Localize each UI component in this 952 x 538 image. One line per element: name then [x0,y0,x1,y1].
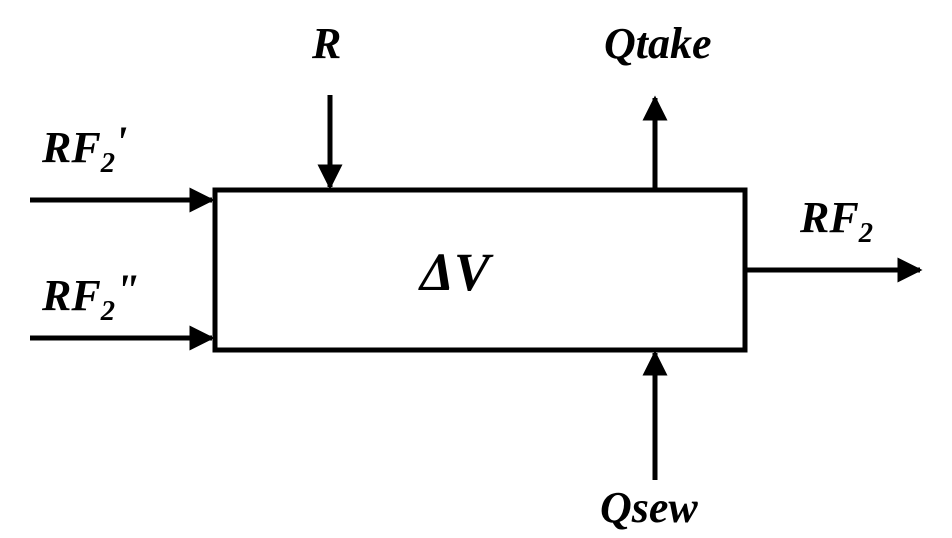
label-qtake: Qtake [604,19,712,68]
label-rf2-dprime: RF2" [41,266,139,327]
label-rf2: RF2 [799,193,873,249]
label-rf2-prime: RF2' [41,118,127,179]
diagram-canvas: ΔV RF2' RF2" R Qtake Qsew RF2 [0,0,952,538]
label-r: R [311,19,341,68]
label-delta-v: ΔV [418,242,494,302]
label-qsew: Qsew [600,483,698,532]
